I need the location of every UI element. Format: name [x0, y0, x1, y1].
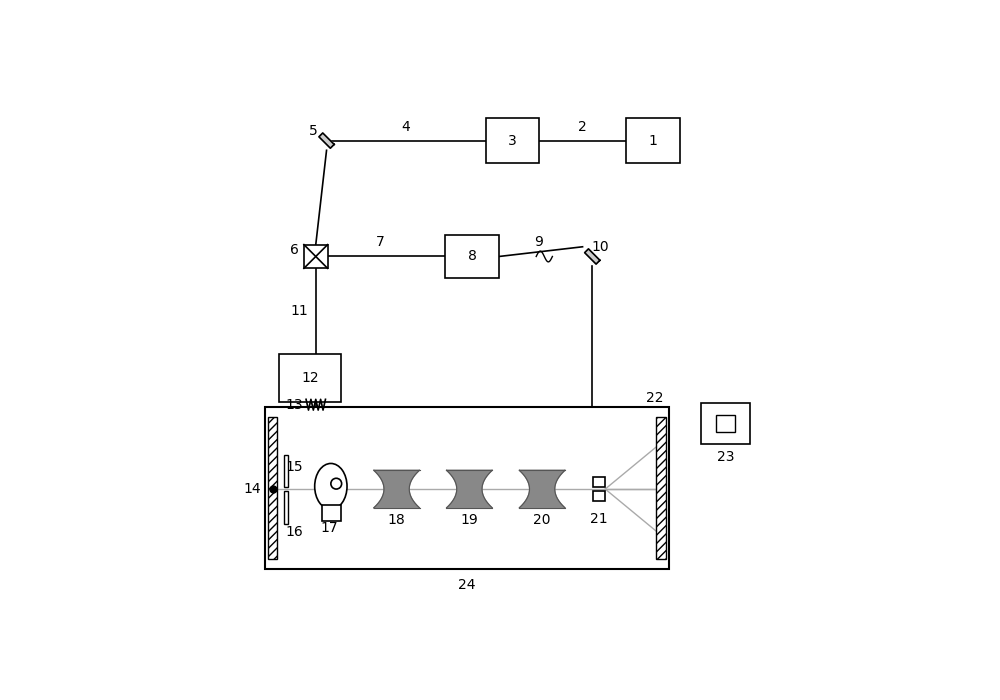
Polygon shape	[519, 470, 565, 508]
Bar	[322, 505, 341, 522]
Bar	[284, 491, 288, 524]
Bar	[626, 118, 680, 162]
Bar	[486, 118, 539, 162]
Text: 12: 12	[302, 371, 319, 385]
Text: 8: 8	[468, 249, 477, 263]
Text: 2: 2	[578, 120, 587, 134]
Text: 5: 5	[309, 124, 317, 138]
Text: 14: 14	[244, 482, 262, 496]
Bar	[268, 417, 277, 559]
Bar	[304, 244, 328, 268]
Bar	[279, 354, 341, 402]
Text: 13: 13	[285, 398, 303, 412]
Text: 23: 23	[717, 450, 734, 464]
Bar	[593, 477, 605, 487]
Text: 22: 22	[646, 391, 664, 405]
Text: 17: 17	[320, 521, 338, 535]
Text: 20: 20	[533, 513, 551, 527]
Bar	[593, 491, 605, 501]
Polygon shape	[446, 470, 492, 508]
Text: 21: 21	[590, 512, 608, 526]
Text: 24: 24	[458, 578, 475, 592]
Bar	[284, 454, 288, 487]
Bar	[656, 417, 666, 559]
Bar	[265, 407, 669, 569]
Polygon shape	[319, 133, 334, 148]
Text: 15: 15	[285, 461, 303, 475]
Text: 3: 3	[508, 134, 517, 148]
Bar	[701, 403, 750, 444]
Polygon shape	[585, 249, 600, 264]
Bar	[445, 235, 499, 277]
Text: 1: 1	[648, 134, 657, 148]
Ellipse shape	[315, 463, 347, 510]
Text: 10: 10	[591, 240, 609, 254]
Text: 4: 4	[402, 120, 410, 134]
Text: 11: 11	[291, 304, 308, 318]
Text: 19: 19	[461, 513, 478, 527]
Text: 9: 9	[534, 235, 543, 249]
Text: 16: 16	[285, 525, 303, 539]
Text: 7: 7	[376, 235, 385, 249]
Circle shape	[331, 478, 342, 489]
Polygon shape	[374, 470, 420, 508]
Text: 18: 18	[388, 513, 405, 527]
Text: 6: 6	[290, 243, 299, 257]
Bar	[716, 415, 735, 432]
